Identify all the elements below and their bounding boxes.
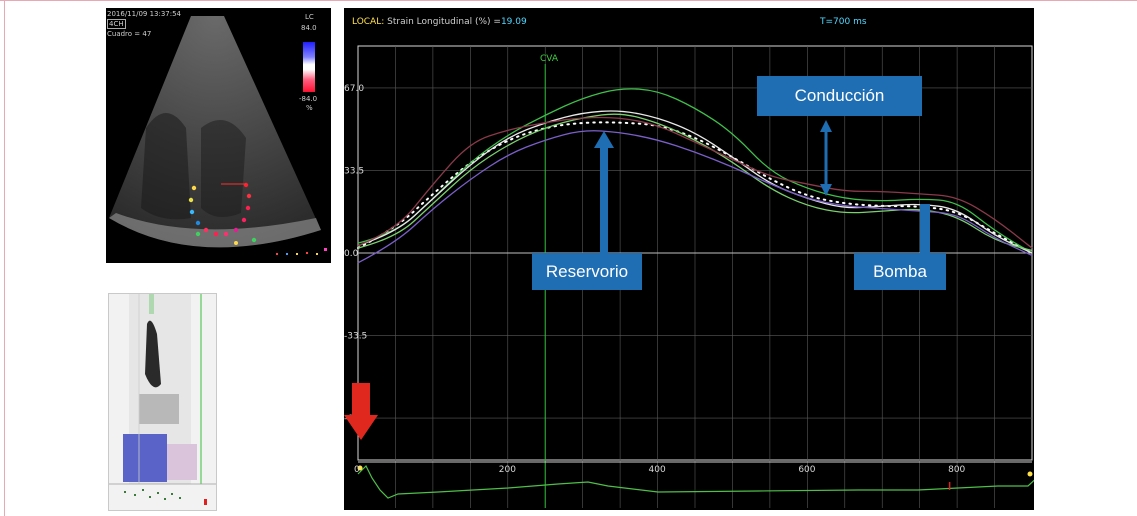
echo-frame-counter: Cuadro = 47 <box>107 30 152 38</box>
strain-chart-panel: 67.0 33.5 0.0 -33.5 -67 0 200 400 600 800 LOCAL: … <box>344 8 1034 510</box>
y-tick-label: -33.5 <box>344 332 367 342</box>
y-tick-label: 0.0 <box>344 249 359 259</box>
header-metric-value: 19.09 <box>500 17 527 27</box>
strain-curve-5 <box>357 130 1033 264</box>
scale-min-label: -84.0 <box>299 95 318 103</box>
ecg-start-dot <box>357 465 363 471</box>
y-tick-label: 33.5 <box>344 166 364 176</box>
frame-border-left <box>4 0 5 516</box>
strain-curve-4 <box>357 116 1033 249</box>
mmode-panel <box>108 293 217 511</box>
header-metric-label: Strain Longitudinal (%) = <box>387 17 501 27</box>
strain-chart: 67.0 33.5 0.0 -33.5 -67 0 200 400 600 800 <box>344 45 1034 508</box>
x-tick-label: 800 <box>948 465 965 475</box>
y-tick-label: 67.0 <box>344 84 364 94</box>
callout-bomba: Bomba <box>854 253 946 290</box>
strain-curve-1 <box>357 88 1033 254</box>
cva-marker-label: CVA <box>540 54 559 64</box>
callout-conduccion: Conducción <box>757 76 922 116</box>
ecg-end-dot <box>1027 471 1033 477</box>
strain-color-scale <box>303 42 315 92</box>
scale-unit-label: % <box>306 104 313 112</box>
strain-curve-3 <box>357 113 1033 252</box>
time-readout: T=700 ms <box>820 17 867 27</box>
x-tick-label: 0 <box>354 465 360 475</box>
strain-curve-2 <box>357 110 1033 254</box>
echo-view-label: 4CH <box>107 19 126 29</box>
mmode-image <box>109 294 216 510</box>
y-tick-label: -67 <box>344 414 359 424</box>
ecg-trace <box>357 464 1034 499</box>
echo-timestamp: 2016/11/09 13:37:54 <box>107 10 182 18</box>
echo-image-panel: 2016/11/09 13:37:54 4CH Cuadro = 47 LC 8… <box>106 8 331 263</box>
scale-max-label: 84.0 <box>301 24 317 32</box>
header-local-label: LOCAL: <box>352 17 385 27</box>
frame-border-top <box>0 0 1137 1</box>
echo-sector-image <box>109 16 327 255</box>
x-tick-label: 600 <box>798 465 815 475</box>
callout-reservorio: Reservorio <box>532 253 642 290</box>
x-tick-label: 400 <box>649 465 666 475</box>
scale-label: LC <box>305 13 314 21</box>
x-tick-label: 200 <box>499 465 516 475</box>
